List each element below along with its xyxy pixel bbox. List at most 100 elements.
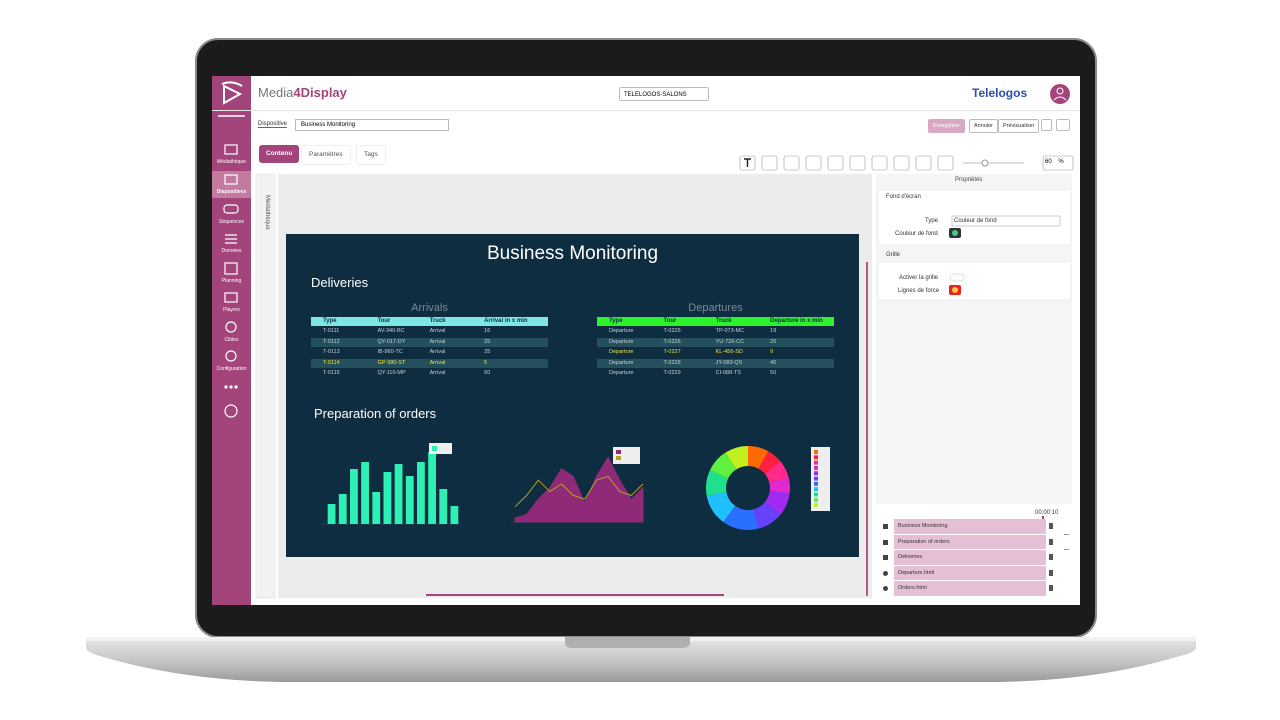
table-cell: 9: [770, 349, 774, 355]
button[interactable]: Enregistrer: [928, 119, 965, 133]
sidebar-item[interactable]: Configuration: [216, 366, 247, 372]
tab[interactable]: Paramètres: [301, 145, 351, 165]
donut-segment: [748, 446, 769, 469]
close-button[interactable]: [1056, 119, 1070, 131]
table-cell: 5: [484, 359, 488, 366]
layer-row[interactable]: Preparation of orders: [878, 534, 1070, 550]
donut-segment: [725, 446, 748, 470]
layer-row[interactable]: Orders.html: [878, 581, 1070, 596]
legend-swatch: [814, 465, 818, 470]
bar: [338, 494, 347, 524]
dropdown-button[interactable]: [1041, 119, 1052, 131]
legend-swatch: [616, 456, 621, 460]
legend-swatch: [432, 446, 437, 451]
table-cell: QY-110-MP: [377, 370, 406, 376]
donut-segment: [709, 452, 737, 479]
zoom-unit: %: [1058, 159, 1064, 165]
layer-row[interactable]: Business Monitoring: [878, 519, 1070, 534]
layer-row[interactable]: Deliveries: [878, 550, 1070, 565]
zoom[interactable]: 60 %: [1045, 159, 1064, 165]
table-row: Departure T-0225 TP-073-MC 19: [597, 327, 834, 337]
sidebar-item[interactable]: Planning: [221, 278, 242, 284]
table-cell: T-0112: [323, 338, 340, 345]
table-header: Type Tour Truck Departure in x min: [597, 317, 834, 326]
delete-icon: [1049, 569, 1053, 576]
table-row: T-0115 QY-110-MP Arrival 60: [311, 369, 548, 379]
legend-swatch: [814, 497, 818, 502]
legend-swatch: [814, 492, 818, 497]
sidebar-item[interactable]: Séquences: [218, 219, 245, 225]
sidebar-item[interactable]: Cibles: [224, 337, 239, 343]
org-selector-text: TELELOGOS-SALONS: [624, 92, 687, 98]
section-heading: Deliveries: [311, 275, 369, 290]
tab[interactable]: Contenu: [259, 145, 300, 163]
properties-title: Propriétés: [955, 177, 983, 183]
tab[interactable]: Tags: [356, 145, 386, 165]
table-cell: 50: [770, 370, 777, 376]
brand: Telelogos: [972, 86, 1028, 100]
donut-segment: [764, 490, 790, 515]
bar: [439, 489, 448, 524]
donut-segment: [723, 505, 759, 530]
legend-box: [429, 443, 452, 454]
field-label: Couleur de fond: [895, 231, 938, 237]
slide-preview: Business Monitoring Deliveries Preparati…: [286, 234, 859, 557]
select-value[interactable]: Couleur de fond: [954, 218, 997, 224]
table-header: Type Tour Truck Arrival in x min: [311, 317, 548, 326]
bar: [428, 452, 436, 524]
table-cell: T-0225: [663, 328, 681, 334]
button[interactable]: Prévisualiser: [998, 119, 1040, 133]
legend-swatch: [814, 481, 818, 486]
table-cell: AV-340-BC: [377, 328, 405, 334]
table-cell: 25: [484, 338, 491, 345]
table-cell: Arrival: [429, 338, 446, 345]
table-cell: T-0229: [663, 370, 681, 376]
table-cell: GP-980-ST: [377, 359, 406, 366]
legend-swatch: [814, 476, 818, 481]
table-cell: Departure: [609, 359, 634, 366]
layer-icon: [883, 524, 888, 529]
column-header: Tour: [663, 318, 677, 324]
table-cell: Departure: [609, 370, 634, 376]
layer-icon: [883, 586, 888, 592]
sidebar-item[interactable]: Médiathèque: [217, 159, 246, 165]
field-label: Type: [925, 218, 939, 224]
table-cell: T-0114: [323, 359, 340, 366]
bar: [327, 504, 336, 524]
dispositive-name[interactable]: Business Monitoring: [295, 119, 449, 131]
bar: [372, 492, 381, 524]
table-cell: 25: [484, 349, 491, 355]
sidebar-item[interactable]: Données: [221, 248, 242, 254]
table-cell: IB-960-TC: [377, 349, 403, 355]
table-cell: 60: [484, 370, 491, 376]
section-title: Grille: [886, 252, 901, 258]
legend-swatch: [616, 450, 621, 454]
bar: [417, 462, 425, 524]
table-cell: YU-726-CC: [715, 338, 745, 345]
media-panel-label[interactable]: Médiathèque: [264, 195, 270, 230]
table-cell: T-0113: [323, 349, 340, 355]
table-cell: KL-456-SD: [715, 349, 743, 355]
legend-swatch: [814, 450, 818, 454]
timeline-time: 00:00:10: [1035, 510, 1059, 516]
table-cell: Departure: [609, 349, 634, 355]
table-cell: T-0111: [323, 328, 340, 334]
dispositive-label: Dispositive: [258, 121, 288, 128]
layer-name: Preparation of orders: [894, 534, 1046, 550]
button[interactable]: Annuler: [969, 119, 998, 133]
table-cell: QY-017-DY: [377, 338, 406, 345]
bar: [350, 469, 358, 524]
table-title: Departures: [688, 302, 743, 314]
table-cell: T-0226: [663, 338, 681, 345]
sidebar-item[interactable]: Dispositives: [216, 189, 247, 195]
org-selector[interactable]: TELELOGOS-SALONS: [619, 87, 709, 101]
table-row: T-0114 GP-980-ST Arrival 5: [311, 358, 548, 368]
bar: [394, 464, 403, 524]
logo-accent: 4Display: [293, 85, 347, 100]
slide-charts: [322, 443, 830, 530]
layer-icon: [883, 555, 888, 561]
table-cell: 20: [770, 338, 777, 345]
legend-swatch: [814, 471, 818, 476]
sidebar-item[interactable]: Players: [223, 307, 240, 313]
layer-row[interactable]: Departure.html: [878, 565, 1070, 581]
